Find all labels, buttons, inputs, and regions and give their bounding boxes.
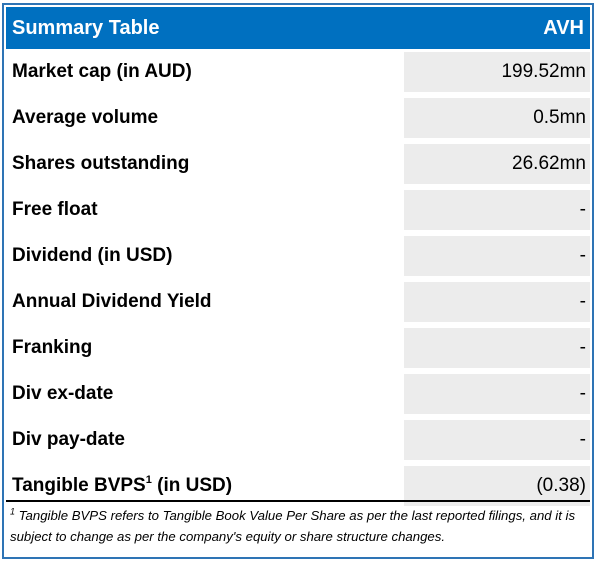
row-value-average-volume: 0.5mn — [404, 98, 590, 138]
row-label-franking: Franking — [12, 337, 93, 358]
table-row: Free float - — [6, 187, 590, 233]
row-value-dividend: - — [404, 236, 590, 276]
row-label-average-volume: Average volume — [12, 107, 159, 128]
ticker-symbol: AVH — [543, 17, 584, 39]
row-value-free-float: - — [404, 190, 590, 230]
table-row: Shares outstanding 26.62mn — [6, 141, 590, 187]
row-label-annual-dividend-yield: Annual Dividend Yield — [12, 291, 212, 312]
row-label-tangible-bvps: Tangible BVPS1 (in USD) — [12, 463, 232, 509]
row-label-div-ex-date: Div ex-date — [12, 383, 114, 404]
table-row: Market cap (in AUD) 199.52mn — [6, 49, 590, 95]
footnote-reference: 1 — [145, 473, 152, 486]
row-value-market-cap: 199.52mn — [404, 52, 590, 92]
table-row: Div pay-date - — [6, 417, 590, 463]
table-row: Average volume 0.5mn — [6, 95, 590, 141]
summary-rows: Market cap (in AUD) 199.52mn Average vol… — [6, 49, 590, 509]
row-label-div-pay-date: Div pay-date — [12, 429, 125, 450]
footnote-text: Tangible BVPS refers to Tangible Book Va… — [10, 508, 576, 544]
row-value-annual-dividend-yield: - — [404, 282, 590, 322]
row-label-free-float: Free float — [12, 199, 98, 220]
row-label-market-cap: Market cap (in AUD) — [12, 61, 192, 82]
row-value-div-pay-date: - — [404, 420, 590, 460]
tangible-bvps-unit: (in USD) — [151, 475, 233, 496]
row-value-shares-outstanding: 26.62mn — [404, 144, 590, 184]
table-row: Franking - — [6, 325, 590, 371]
summary-table-panel: Summary Table AVH Market cap (in AUD) 19… — [2, 3, 594, 559]
table-row: Annual Dividend Yield - — [6, 279, 590, 325]
footnote: 1 Tangible BVPS refers to Tangible Book … — [10, 505, 592, 547]
table-title: Summary Table — [12, 17, 160, 39]
table-bottom-rule — [6, 500, 590, 502]
table-header: Summary Table AVH — [6, 7, 590, 49]
table-row: Div ex-date - — [6, 371, 590, 417]
table-row: Dividend (in USD) - — [6, 233, 590, 279]
row-label-dividend: Dividend (in USD) — [12, 245, 173, 266]
footnote-marker: 1 — [10, 506, 16, 517]
row-value-tangible-bvps: (0.38) — [404, 466, 590, 506]
table-row: Tangible BVPS1 (in USD) (0.38) — [6, 463, 590, 509]
tangible-bvps-text: Tangible BVPS — [12, 475, 146, 496]
row-label-shares-outstanding: Shares outstanding — [12, 153, 190, 174]
row-value-div-ex-date: - — [404, 374, 590, 414]
row-value-franking: - — [404, 328, 590, 368]
